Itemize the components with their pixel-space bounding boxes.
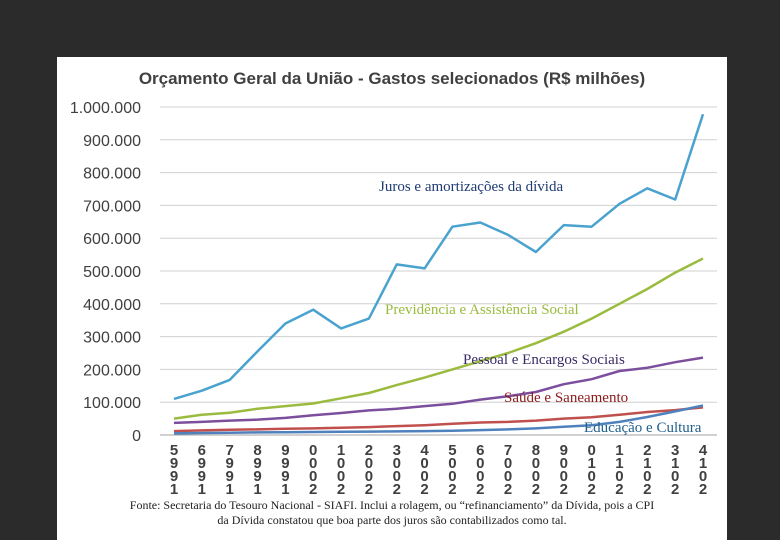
source-footnote: Fonte: Secretaria do Tesouro Nacional - … [57,495,727,540]
y-tick-label: 300.000 [83,330,141,347]
y-tick-label: 100.000 [83,395,141,412]
series-annotation-1: Juros e amortizações da dívida [379,179,563,195]
y-tick-label: 0 [132,428,141,445]
y-axis: 0 100.000 200.000 300.000 400.000 500.000 600.… [70,100,141,445]
series-line-4 [173,406,704,433]
y-tick-label: 900.000 [83,133,141,150]
chart-panel: Orçamento Geral da União - Gastos seleci… [57,57,727,495]
y-tick-label: 600.000 [83,231,141,248]
series-annotation-2: Previdência e Assistência Social [385,302,579,318]
y-tick-label: 500.000 [83,264,141,281]
y-tick-label: 1.000.000 [70,100,141,117]
y-tick-label: 800.000 [83,166,141,183]
series-line-2 [173,257,704,420]
annotations: Juros e amortizações da dívida Previdênci… [379,179,702,436]
y-tick-label: 400.000 [83,297,141,314]
footnote-line-2: da Dívida constatou que boa parte dos ju… [217,513,567,527]
x-axis: 5 9 9 1 6 9 9 1 7 9 9 1 8 9 9 1 9 9 9 1 0 0 0 2 1 0 0 2 2 0 0 2 3 0 0 2 4 0 0 2… [170,442,708,495]
y-tick-label: 200.000 [83,362,141,379]
series-annotation-5: Educação e Cultura [584,420,702,436]
series-line-3 [173,356,704,425]
gridlines [160,106,717,436]
line-chart: Orçamento Geral da União - Gastos seleci… [70,69,717,495]
footnote-line-1: Fonte: Secretaria do Tesouro Nacional - … [129,498,655,512]
series-line-1 [173,113,705,401]
series-annotation-4: Saúde e Saneamento [504,390,628,406]
series-annotation-3: Pessoal e Encargos Sociais [463,352,625,368]
series-line-5 [173,404,704,435]
y-tick-label: 700.000 [83,198,141,215]
chart-title: Orçamento Geral da União - Gastos seleci… [139,69,645,88]
series-lines [173,113,705,435]
